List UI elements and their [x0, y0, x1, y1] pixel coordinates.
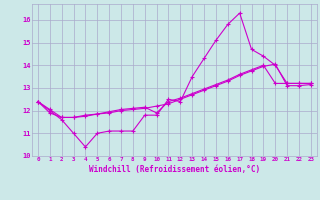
X-axis label: Windchill (Refroidissement éolien,°C): Windchill (Refroidissement éolien,°C) [89, 165, 260, 174]
